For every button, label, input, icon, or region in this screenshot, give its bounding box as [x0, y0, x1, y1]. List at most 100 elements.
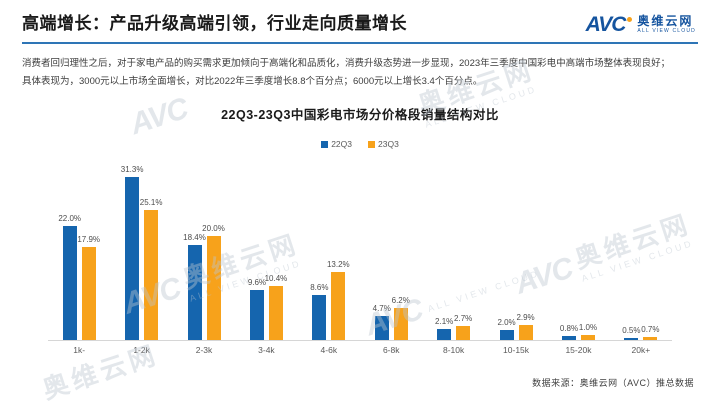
bar-23q3-20k+: [643, 336, 658, 341]
bar-value-label: 9.6%: [247, 278, 267, 288]
x-axis-label: 1k-: [73, 345, 86, 356]
bar-column: 25.1%: [140, 198, 162, 341]
avc-logo-dot-icon: [627, 17, 633, 22]
legend-swatch-icon: [321, 140, 329, 148]
bar-value-label: 8.6%: [310, 283, 329, 293]
bar-column: 2.0%: [497, 317, 516, 341]
bar-value-label: 22.0%: [58, 213, 82, 223]
bar-23q3-1-2k: [144, 209, 159, 341]
bar-value-label: 20.0%: [202, 224, 225, 234]
chart-x-axis: 1k- 1-2k 2-3k 3-4k 4-6k 6-8k 8-10k 10-15k 15-20k…: [48, 345, 672, 355]
bar-23q3-3-4k: [268, 286, 283, 341]
bar-value-label: 6.2%: [391, 295, 410, 305]
bar-group: 31.3% 25.1%: [110, 165, 172, 341]
bar-value-label: 2.9%: [516, 313, 535, 323]
x-axis-label: 15-20k: [565, 345, 592, 356]
bar-column: 20.0%: [202, 224, 225, 341]
bar-column: 0.5%: [622, 325, 641, 341]
bar-23q3-8-10k: [456, 326, 471, 341]
bar-22q3-20k+: [624, 337, 639, 341]
bar-column: 13.2%: [327, 260, 350, 341]
data-source-note: 数据来源：奥维云网（AVC）推总数据: [532, 378, 694, 388]
bar-22q3-8-10k: [437, 329, 452, 341]
bar-value-label: 2.7%: [454, 314, 473, 324]
bar-column: 10.4%: [265, 274, 287, 341]
bar-value-label: 0.7%: [641, 324, 660, 334]
bar-22q3-1-2k: [125, 177, 140, 341]
bar-group: 0.5% 0.7%: [610, 325, 672, 341]
legend-item-22q3: 22Q3: [321, 139, 352, 149]
bar-value-label: 17.9%: [77, 235, 101, 245]
bar-22q3-2-3k: [187, 244, 202, 341]
x-axis-label: 8-10k: [443, 345, 465, 356]
bar-23q3-2-3k: [206, 236, 221, 341]
bar-group: 2.1% 2.7%: [422, 314, 484, 341]
bar-column: 22.0%: [58, 214, 81, 341]
bar-group: 4.7% 6.2%: [360, 295, 422, 341]
legend-label: 22Q3: [331, 139, 352, 150]
bar-column: 6.2%: [391, 295, 410, 341]
header-divider: [22, 42, 698, 45]
bar-22q3-15-20k: [561, 336, 576, 341]
avc-logo-text: AVC: [585, 13, 627, 36]
bar-23q3-15-20k: [580, 335, 595, 341]
bar-group: 18.4% 20.0%: [173, 224, 235, 341]
bar-22q3-1k-: [62, 225, 77, 341]
bar-column: 31.3%: [121, 165, 143, 341]
intro-line-2: 具体表现为，3000元以上市场全面增长，对比2022年三季度增长8.8个百分点；…: [22, 76, 483, 88]
bar-column: 8.6%: [310, 283, 329, 341]
x-axis-label: 6-8k: [382, 345, 400, 356]
bar-value-label: 0.5%: [622, 325, 641, 335]
bar-22q3-3-4k: [249, 290, 264, 341]
bar-22q3-6-8k: [374, 315, 389, 341]
bar-column: 9.6%: [247, 278, 267, 341]
bar-column: 17.9%: [77, 235, 100, 341]
bar-value-label: 0.8%: [559, 324, 579, 334]
bar-column: 18.4%: [183, 233, 206, 341]
legend-swatch-icon: [368, 140, 375, 148]
x-axis-label: 1-2k: [133, 345, 150, 356]
x-axis-label: 10-15k: [503, 345, 530, 356]
bar-column: 0.8%: [559, 324, 579, 341]
bar-23q3-4-6k: [331, 271, 346, 341]
avc-logo-cn-name: 奥维云网: [637, 14, 694, 28]
x-axis-label: 20k+: [631, 345, 651, 356]
bar-22q3-10-15k: [499, 329, 514, 341]
page-title: 高端增长：产品升级高端引领，行业走向质量增长: [22, 14, 407, 33]
bar-column: 2.1%: [435, 317, 454, 341]
chart-plot: 22.0% 17.9% 31.3% 25.1% 18.4% 20.0% 9.6% 10.4% 8…: [48, 155, 672, 342]
bar-value-label: 31.3%: [120, 165, 144, 175]
bar-23q3-6-8k: [393, 307, 408, 341]
intro-line-1: 消费者回归理性之后，对于家电产品的购买需求更加倾向于高端化和品质化，消费升级态势…: [22, 58, 671, 70]
x-axis-label: 2-3k: [195, 345, 213, 356]
bar-value-label: 25.1%: [139, 197, 163, 207]
header: 高端增长：产品升级高端引领，行业走向质量增长 AVC 奥维云网 ALL VIEW…: [0, 0, 720, 35]
bar-group: 9.6% 10.4%: [235, 274, 297, 341]
legend-item-23q3: 23Q3: [368, 139, 399, 149]
bar-column: 2.9%: [516, 313, 535, 341]
avc-logo-en-name: ALL VIEW CLOUD: [637, 28, 696, 34]
x-axis-label: 4-6k: [320, 345, 338, 356]
bar-value-label: 2.1%: [435, 317, 454, 327]
bar-column: 4.7%: [372, 303, 391, 341]
intro-paragraph: 消费者回归理性之后，对于家电产品的购买需求更加倾向于高端化和品质化，消费升级态势…: [22, 55, 698, 91]
bar-group: 22.0% 17.9%: [48, 214, 110, 341]
bar-column: 0.7%: [641, 324, 660, 341]
avc-logo: AVC 奥维云网 ALL VIEW CLOUD: [586, 14, 698, 35]
bar-value-label: 4.7%: [372, 303, 391, 313]
bar-value-label: 2.0%: [497, 317, 516, 327]
bar-22q3-4-6k: [312, 295, 327, 341]
bar-23q3-1k-: [81, 247, 96, 341]
bar-value-label: 18.4%: [183, 232, 206, 242]
bar-column: 2.7%: [454, 314, 473, 341]
bar-value-label: 13.2%: [326, 259, 350, 269]
bar-value-label: 1.0%: [578, 323, 598, 332]
bar-value-label: 10.4%: [264, 274, 288, 284]
chart-title: 22Q3-23Q3中国彩电市场分价格段销量结构对比: [221, 108, 499, 123]
bar-23q3-10-15k: [518, 325, 533, 341]
x-axis-label: 3-4k: [258, 345, 275, 356]
bar-group: 2.0% 2.9%: [485, 313, 547, 341]
chart-legend: 22Q3 23Q3: [0, 139, 720, 149]
bar-group: 0.8% 1.0%: [547, 323, 609, 341]
